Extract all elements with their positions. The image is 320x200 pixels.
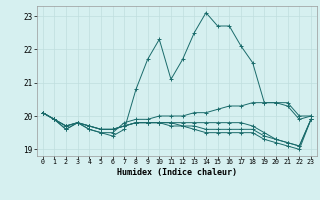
X-axis label: Humidex (Indice chaleur): Humidex (Indice chaleur) (117, 168, 237, 177)
